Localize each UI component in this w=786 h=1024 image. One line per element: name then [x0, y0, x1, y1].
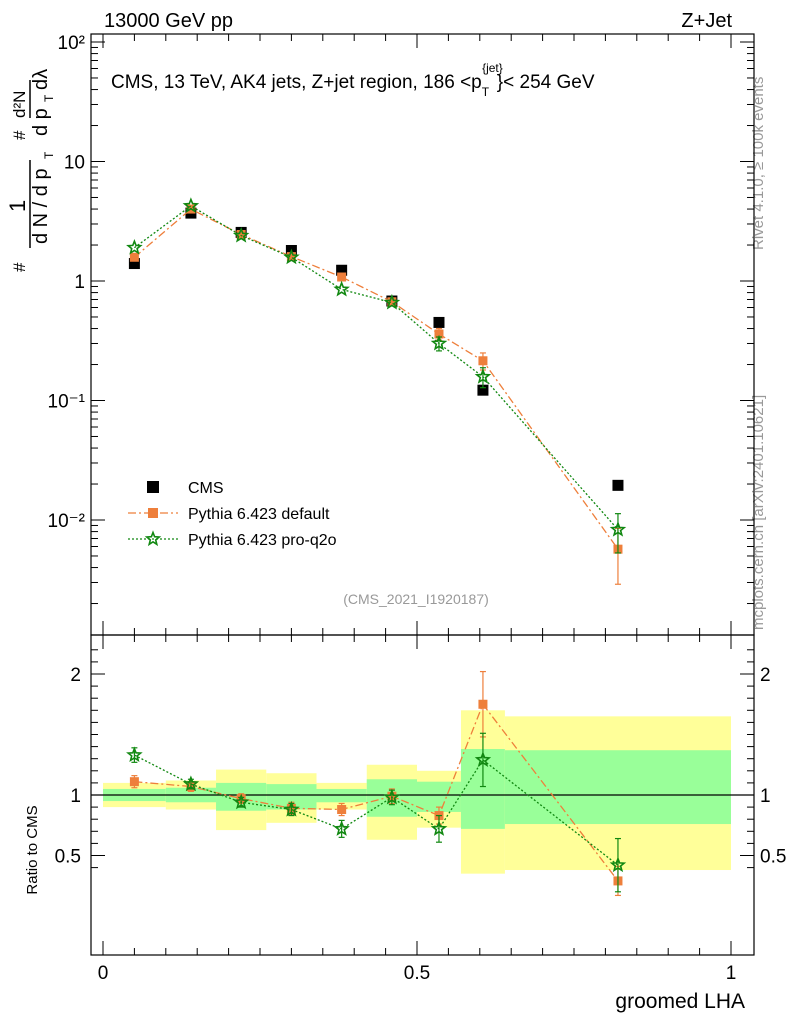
pythia-6-423-default-point	[337, 272, 347, 282]
pythia-6-423-default-point	[478, 356, 488, 366]
main-ytick-label: 10⁻¹	[48, 392, 86, 413]
ratio-series-group	[126, 670, 627, 897]
y-label-dN-sub: T	[42, 151, 56, 159]
ratio-ytick-label-left: 1	[70, 786, 81, 807]
pythia-6-423-default-point	[387, 297, 397, 307]
pythia-6-423-pro-q2o-point	[430, 334, 448, 351]
cms-point	[477, 384, 489, 396]
legend-cms-marker	[147, 481, 159, 493]
header-left: 13000 GeV pp	[104, 10, 233, 32]
main-marks	[126, 197, 627, 585]
y-label-dpT-sub: T	[42, 94, 56, 102]
y-label-dlam: dλ	[30, 69, 52, 90]
pythia-6-423-pro-q2o-point	[333, 280, 350, 297]
main-axes: 10⁻² 10⁻¹ 1 10 10²	[48, 33, 755, 636]
plot-title: CMS, 13 TeV, AK4 jets, Z+jet region, 186…	[111, 61, 595, 99]
ratio-bands	[103, 710, 731, 874]
y-label-dN: d N / d p	[30, 168, 52, 244]
cms-point	[128, 258, 140, 270]
cms-point	[336, 264, 348, 276]
pythia-6-423-default-point	[129, 252, 139, 262]
pythia-6-423-pro-q2o-ratio-point	[182, 775, 200, 792]
pythia-6-423-pro-q2o-point	[383, 293, 401, 310]
pythia-6-423-pro-q2o-point	[126, 238, 143, 255]
pythia-6-423-default-point	[286, 252, 296, 262]
y-label-one: 1	[5, 200, 30, 212]
pythia-6-423-default-ratio-point	[478, 699, 488, 709]
y-label-hash2: #	[10, 130, 29, 140]
pythia-6-423-pro-q2o-line	[134, 205, 619, 531]
pythia-6-423-pro-q2o-ratio-point	[430, 820, 448, 836]
pythia-6-423-pro-q2o-point	[609, 521, 627, 537]
ratio-ytick-label-right: 1	[760, 786, 771, 807]
band-inner	[316, 788, 367, 803]
ratio-axes: 0.5 0.5 1 1 2 2 0 0.5 1	[55, 634, 786, 984]
cms-point	[433, 316, 445, 328]
y-label-d2N: d²N	[10, 91, 29, 118]
main-ytick-label: 1	[74, 272, 85, 293]
pythia-6-423-pro-q2o-ratio-point	[609, 856, 627, 873]
pythia-6-423-default-ratio-point	[129, 777, 139, 787]
y-label-hash1: #	[10, 262, 29, 272]
x-tick-label: 1	[726, 963, 737, 984]
x-tick-label: 0.5	[404, 963, 430, 984]
pythia-6-423-pro-q2o-point	[232, 226, 250, 243]
legend: CMS Pythia 6.423 default Pythia 6.423 pr…	[128, 480, 337, 549]
pythia-6-423-default-point	[434, 329, 444, 339]
analysis-id: (CMS_2021_I1920187)	[343, 591, 489, 607]
y-axis-label: # 1 d N / d p T # d p T d²N dλ	[5, 69, 56, 272]
plot-title-pre: CMS, 13 TeV, AK4 jets, Z+jet region, 186…	[111, 72, 482, 93]
pythia-6-423-pro-q2o-ratio-point	[126, 746, 143, 763]
pythia-6-423-pro-q2o-point	[474, 368, 492, 384]
main-ytick-label: 10	[64, 153, 85, 174]
ratio-ytick-label-left: 0.5	[55, 847, 81, 868]
plot-title-sub: T	[482, 85, 490, 99]
main-ytick-label: 10²	[58, 33, 85, 54]
pythia-6-423-pro-q2o-ratio-point	[232, 793, 250, 810]
plot-title-post: }< 254 GeV	[497, 72, 595, 93]
pythia-6-423-default-ratio-point	[337, 805, 347, 815]
legend-default-marker	[148, 508, 158, 518]
plot-title-sup: {jet}	[482, 61, 503, 75]
cms-point	[612, 479, 624, 491]
ratio-ytick-label-right: 0.5	[760, 847, 786, 868]
x-axis-label: groomed LHA	[615, 990, 745, 1013]
legend-cms-label: CMS	[188, 480, 224, 497]
ratio-marks	[126, 670, 627, 897]
pythia-6-423-pro-q2o-point	[283, 248, 300, 265]
pythia-6-423-pro-q2o-point	[182, 197, 200, 214]
pythia-6-423-pro-q2o-ratio-point	[333, 820, 350, 836]
legend-pro-label: Pythia 6.423 pro-q2o	[188, 532, 337, 549]
pythia-6-423-pro-q2o-ratio-point	[383, 788, 401, 805]
x-tick-label: 0	[98, 963, 109, 984]
ratio-y-label: Ratio to CMS	[24, 805, 41, 894]
ratio-ytick-label-right: 2	[760, 665, 771, 686]
pythia-6-423-default-line	[133, 208, 619, 550]
band-inner	[504, 750, 731, 825]
header-right: Z+Jet	[681, 10, 732, 32]
pythia-6-423-default-point	[236, 229, 246, 239]
pythia-6-423-pro-q2o-ratio-point	[474, 751, 492, 768]
pythia-6-423-pro-q2o-ratio-point	[283, 800, 300, 817]
ratio-ytick-label-left: 2	[70, 665, 81, 686]
legend-pro-marker	[144, 530, 162, 547]
mcplots-label: mcplots.cern.ch [arXiv:2401.10621]	[750, 395, 767, 630]
main-ytick-label: 10⁻²	[48, 511, 86, 532]
legend-default-label: Pythia 6.423 default	[188, 506, 330, 523]
y-label-dpT: d p	[30, 108, 52, 136]
